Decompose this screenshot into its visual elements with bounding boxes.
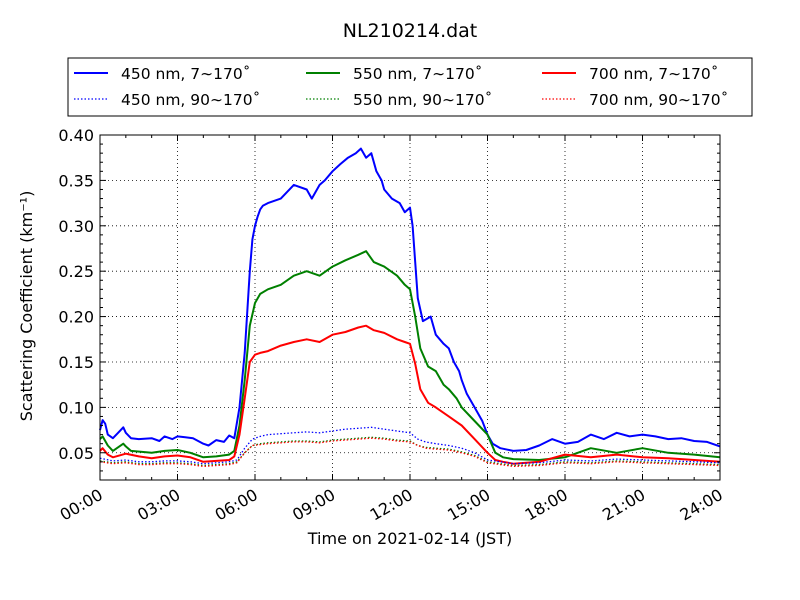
grid — [99, 134, 721, 480]
x-tick-label: 06:00 — [212, 485, 261, 525]
legend-label-1: 550 nm, 7∼170˚ — [353, 65, 482, 83]
x-tick-labels: 00:00 03:00 06:00 09:00 12:00 15:00 18:00 21:00… — [57, 485, 726, 525]
y-tick-label: 0.20 — [58, 308, 94, 327]
x-tick-label: 15:00 — [444, 485, 493, 525]
y-tick-label: 0.15 — [58, 353, 94, 372]
y-tick-labels: 0.05 0.10 0.15 0.20 0.25 0.30 0.35 0.40 — [58, 126, 94, 463]
y-tick-label: 0.30 — [58, 217, 94, 236]
legend-label-4: 550 nm, 90∼170˚ — [353, 91, 492, 109]
series-line-1 — [99, 250, 721, 461]
x-axis-label: Time on 2021-02-14 (JST) — [307, 529, 512, 548]
legend-label-3: 450 nm, 90∼170˚ — [121, 91, 260, 109]
legend-label-2: 700 nm, 7∼170˚ — [589, 65, 718, 83]
x-tick-label: 09:00 — [289, 485, 338, 525]
series-line-4 — [99, 436, 721, 467]
legend-label-5: 700 nm, 90∼170˚ — [589, 91, 728, 109]
y-tick-label: 0.25 — [58, 262, 94, 281]
y-tick-label: 0.35 — [58, 171, 94, 190]
tick-marks — [99, 134, 721, 480]
y-axis-label: Scattering Coefficient (km⁻¹) — [17, 191, 36, 422]
series-line-5 — [99, 437, 721, 468]
y-tick-label: 0.10 — [58, 398, 94, 417]
series-layer — [99, 147, 721, 468]
y-tick-label: 0.40 — [58, 126, 94, 145]
x-tick-label: 21:00 — [599, 485, 648, 525]
x-tick-label: 24:00 — [677, 485, 726, 525]
x-tick-label: 12:00 — [367, 485, 416, 525]
x-tick-label: 03:00 — [134, 485, 183, 525]
x-tick-label: 18:00 — [522, 485, 571, 525]
legend-label-0: 450 nm, 7∼170˚ — [121, 65, 250, 83]
legend: 450 nm, 7∼170˚ 550 nm, 7∼170˚ 700 nm, 7∼17… — [67, 57, 753, 117]
x-tick-label: 00:00 — [57, 485, 106, 525]
chart-title: NL210214.dat — [343, 20, 478, 42]
series-line-0 — [99, 147, 721, 452]
legend-frame — [67, 57, 753, 117]
y-tick-label: 0.05 — [58, 444, 94, 463]
